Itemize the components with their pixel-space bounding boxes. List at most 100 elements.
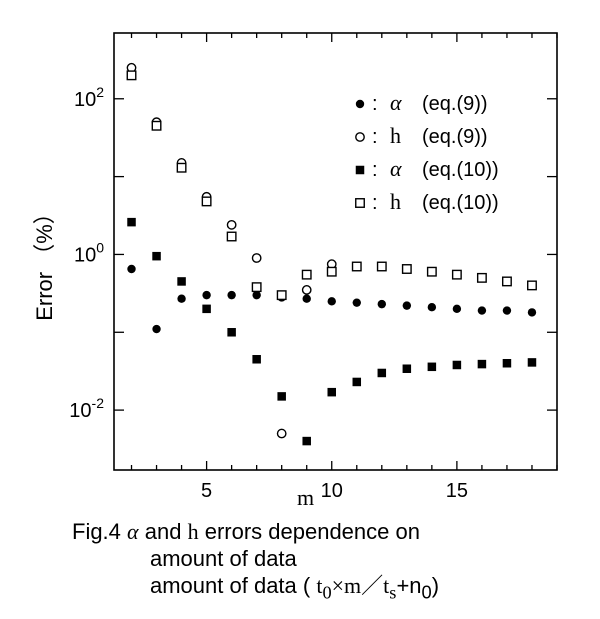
caption-ts-sub: s [389,582,397,603]
x-tick-label: 10 [321,480,343,502]
filled-circle-point [527,308,537,317]
legend-parameter: h [390,189,401,214]
caption-plus-n: +n [396,573,422,598]
filled-square-point [477,359,487,369]
filled-circle-point [355,99,365,109]
filled-circle-point [502,306,512,315]
caption-h: h [187,519,199,544]
caption-fig-number: Fig.4 [72,519,121,544]
caption-t0-sub: 0 [322,582,332,603]
filled-circle-point [177,294,186,303]
filled-square-point [427,362,437,372]
chart: m Error （%） 5 10 15 10-2 100 102 : α (eq.(9)): h (… [32,32,558,510]
open-square-point [426,266,437,277]
filled-square-point [202,304,211,314]
open-square-point [276,290,287,301]
caption-rest: errors dependence on [204,519,420,544]
legend-equation: (eq.(10)) [422,192,499,214]
filled-square-point [152,251,161,261]
filled-circle-point [427,302,437,312]
legend-equation: (eq.(9)) [422,126,488,148]
caption-line3-text: amount of data ( [150,573,311,598]
filled-circle-point [227,290,236,300]
open-square-point [326,266,337,277]
open-circle-point [226,219,237,230]
filled-square-point [227,328,236,337]
filled-square-point [377,368,387,378]
filled-circle-point [327,297,336,306]
legend: : α (eq.(9)): h (eq.(9)): α (eq.(10)): h (eq.(10… [355,90,499,214]
open-square-point [451,269,462,280]
legend-parameter: α [390,90,402,115]
open-circle-point [355,132,365,142]
legend-equation: (eq.(10)) [422,159,499,181]
filled-square-point [402,364,412,373]
y-axis-label: Error （%） [32,202,57,321]
open-circle-point [251,253,262,263]
y-tick-label: 10-2 [69,395,104,422]
filled-square-point [502,358,512,368]
open-square-point [151,120,162,131]
filled-circle-point [477,306,487,315]
caption-close: ) [431,573,440,598]
caption-t0: t [316,573,323,598]
filled-square-point [127,217,136,227]
y-tick-label: 102 [74,84,104,111]
caption-ts: t [383,573,390,598]
caption-alpha: α [127,519,139,544]
open-square-point [351,261,362,272]
filled-circle-point [302,294,311,303]
filled-square-point [352,377,362,387]
open-square-point [476,272,487,283]
open-circle-point [276,428,287,439]
open-square-point [226,231,237,242]
caption-n-sub: 0 [421,581,432,603]
x-tick-label: 5 [201,480,212,502]
caption-line-1: Fig.4 α and h errors dependence on [72,518,592,545]
filled-square-point [527,358,537,367]
filled-circle-point [152,324,161,334]
x-tick-label: 15 [446,480,468,502]
open-circle-point [301,285,312,295]
axes: m Error （%） [32,32,558,510]
filled-square-point [355,165,365,175]
filled-square-point [302,436,311,446]
open-square-point [501,276,512,287]
legend-separator: : [372,93,378,115]
legend-separator: : [372,126,378,148]
caption-line-2: amount of data [150,546,297,571]
open-square-point [251,282,262,293]
filled-circle-point [127,264,136,274]
legend-separator: : [372,192,378,214]
filled-circle-point [402,301,412,310]
caption-and: and [144,519,182,544]
data-points [126,62,537,446]
filled-square-point [177,277,186,286]
legend-parameter: h [390,123,401,148]
filled-circle-point [377,299,387,309]
open-square-point [401,264,412,274]
filled-circle-point [252,290,261,300]
open-square-point [301,269,312,280]
filled-circle-point [452,304,462,314]
filled-square-point [252,355,261,364]
legend-separator: : [372,159,378,181]
plot-frame [113,32,558,471]
open-square-point [376,261,387,272]
filled-circle-point [352,298,361,307]
filled-square-point [277,392,286,401]
filled-square-point [452,360,462,370]
open-square-point [126,70,137,81]
legend-equation: (eq.(9)) [422,93,488,115]
ticks: 5 10 15 10-2 100 102 [69,33,558,502]
open-square-point [201,196,212,207]
caption-times-m: ×m／ [331,573,384,598]
open-square-point [355,198,365,208]
caption-line-3: amount of data ( t0×m／ts+n0) [72,572,592,606]
legend-parameter: α [390,156,402,181]
figure-caption: Fig.4 α and h errors dependence on amoun… [72,518,592,606]
open-square-point [527,280,537,291]
filled-circle-point [202,290,211,300]
open-square-point [176,162,187,173]
